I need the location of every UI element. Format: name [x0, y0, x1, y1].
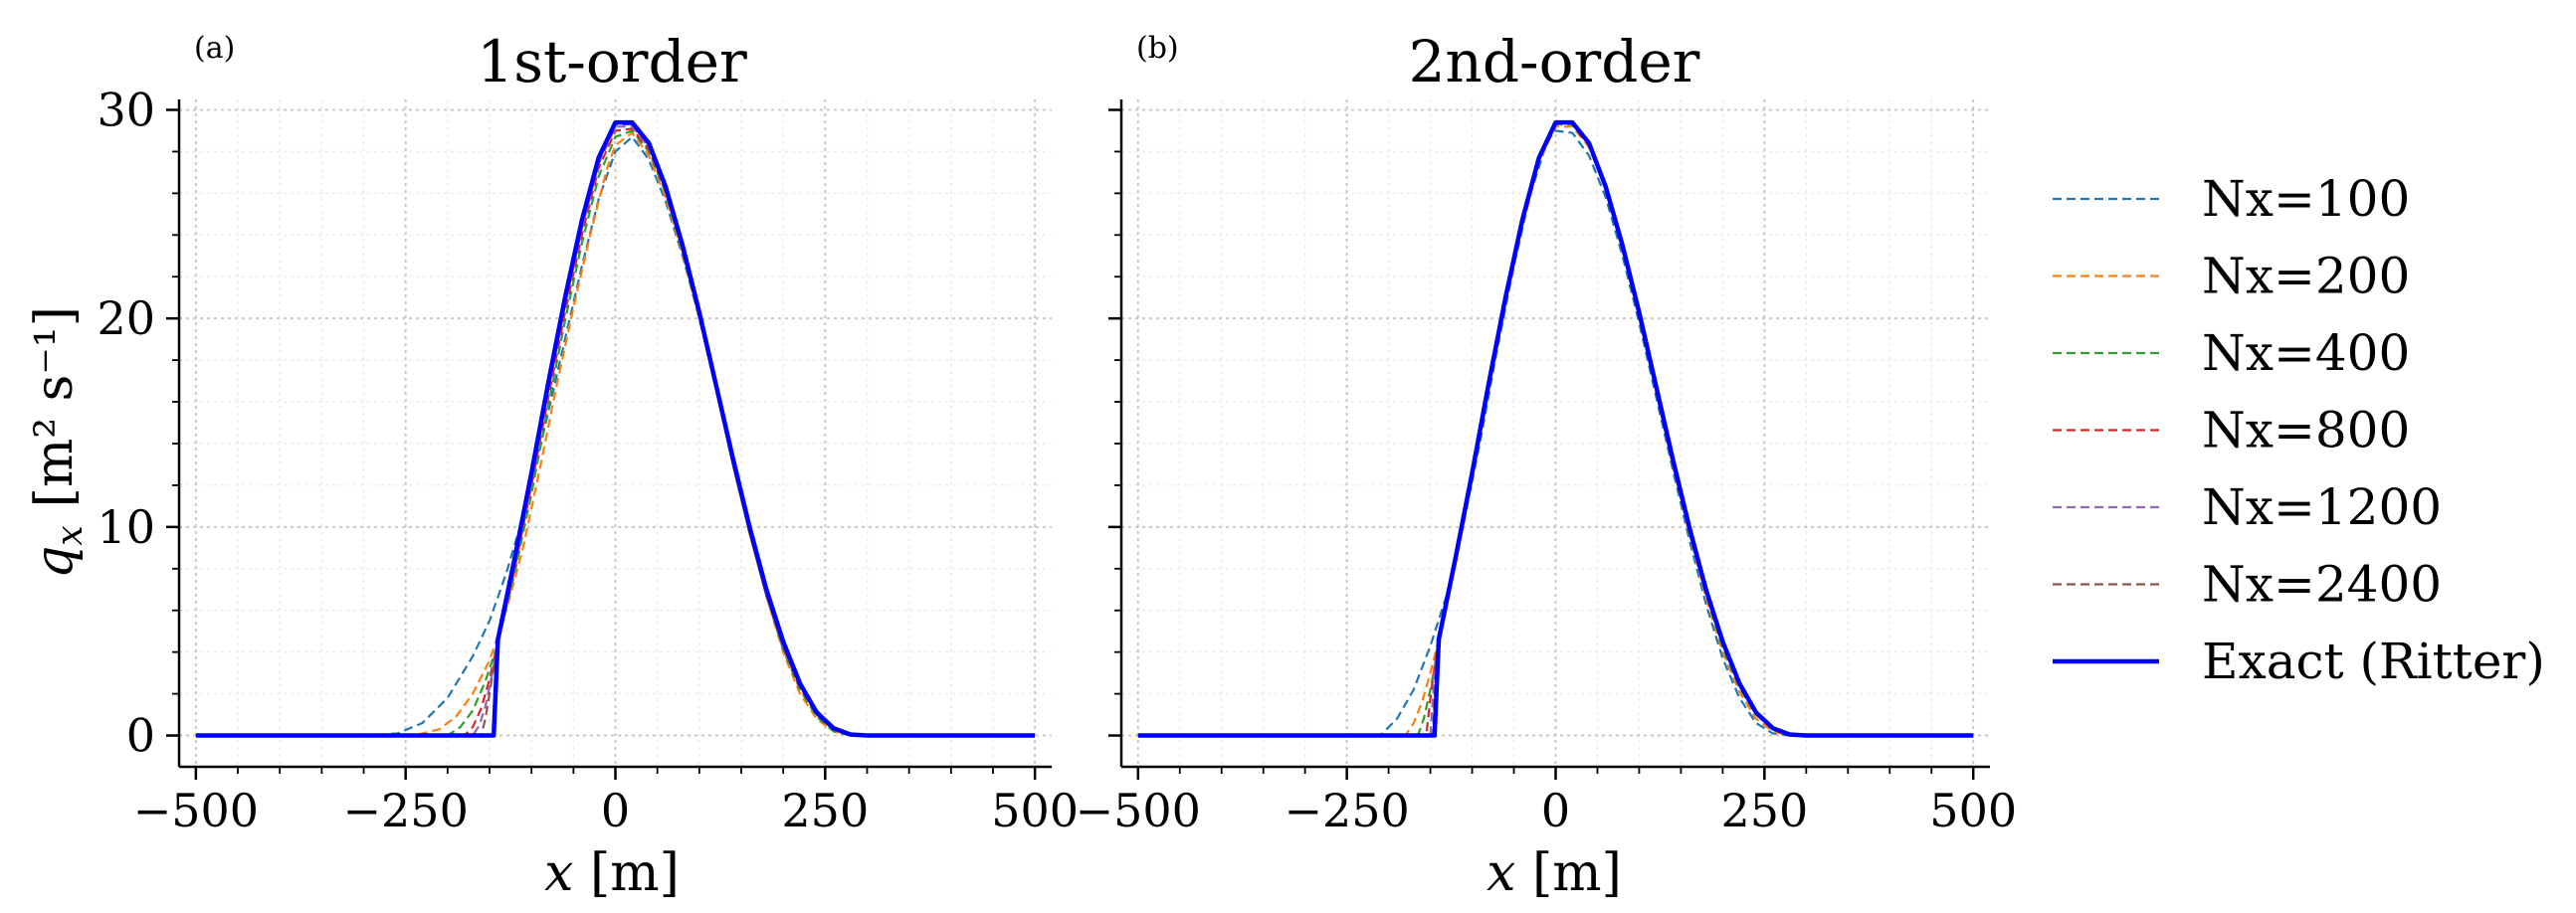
panel-b-x-ticks: −500 −250 0 250 500 [1076, 767, 2017, 837]
y-tick-label: 0 [126, 709, 155, 763]
legend-item: Nx=100 [2053, 170, 2410, 228]
panel-b-series [1137, 119, 1974, 738]
series-line-nx-100 [1137, 129, 1974, 737]
x-tick-label: −250 [343, 784, 469, 837]
legend-item: Nx=200 [2053, 248, 2410, 305]
panel-a: (a) 1st-order −500 −250 0 250 500 0 10 20 30 x … [25, 28, 1079, 903]
panel-b-xlabel: x [m] [1486, 843, 1622, 903]
panel-b-label: (b) [1136, 31, 1179, 66]
legend-label: Nx=400 [2202, 324, 2410, 382]
panel-a-ylabel-sub: x [50, 525, 91, 545]
panel-b-y-ticks [1108, 108, 1121, 737]
x-tick-label: −500 [133, 784, 259, 837]
legend-item: Nx=1200 [2053, 478, 2442, 536]
legend-label: Exact (Ritter) [2202, 633, 2545, 690]
panel-b-xlabel-var: x [1486, 843, 1515, 903]
panel-a-ylabel: qx [m² s⁻¹] [25, 306, 91, 579]
legend-label: Nx=2400 [2202, 556, 2442, 614]
y-tick-label: 10 [97, 500, 155, 554]
panel-a-xlabel-var: x [544, 843, 573, 903]
series-line-nx-200 [195, 131, 1036, 737]
legend-label: Nx=100 [2202, 170, 2410, 228]
panel-a-ylabel-unit: [m² s⁻¹] [25, 306, 85, 507]
x-tick-label: 0 [601, 784, 630, 837]
x-tick-label: 250 [781, 784, 869, 837]
legend-label: Nx=200 [2202, 248, 2410, 305]
series-line-exact-ritter [195, 119, 1036, 738]
panel-a-grid [179, 99, 1052, 767]
series-line-exact-ritter [1137, 119, 1974, 738]
panel-a-y-ticks: 0 10 20 30 [97, 83, 179, 763]
panel-a-label: (a) [194, 31, 235, 66]
legend-item: Nx=800 [2053, 402, 2410, 459]
x-tick-label: 500 [991, 784, 1079, 837]
panel-b: (b) 2nd-order −500 −250 0 250 500 x [m] [1076, 28, 2018, 903]
legend-label: Nx=1200 [2202, 478, 2442, 536]
panel-a-series [195, 119, 1036, 738]
y-tick-label: 30 [97, 83, 155, 136]
panel-a-ylabel-var: q [25, 546, 85, 579]
x-tick-label: 250 [1720, 784, 1808, 837]
panel-a-xlabel-unit: [m] [573, 843, 679, 903]
x-tick-label: 500 [1929, 784, 2017, 837]
legend-item: Nx=2400 [2053, 556, 2442, 614]
series-line-nx-200 [1137, 125, 1974, 737]
panel-a-xlabel: x [m] [544, 843, 680, 903]
legend-item: Exact (Ritter) [2053, 633, 2545, 690]
x-tick-label: −250 [1284, 784, 1409, 837]
panel-a-x-ticks: −500 −250 0 250 500 [133, 767, 1079, 837]
panel-b-grid [1121, 99, 1990, 767]
y-tick-label: 20 [97, 291, 155, 345]
panel-b-xlabel-unit: [m] [1515, 843, 1621, 903]
x-tick-label: −500 [1076, 784, 1201, 837]
legend-item: Nx=400 [2053, 324, 2410, 382]
legend-label: Nx=800 [2202, 402, 2410, 459]
legend: Nx=100 Nx=200 Nx=400 Nx=800 Nx=1200 Nx=2400 Ex… [2053, 170, 2545, 690]
x-tick-label: 0 [1541, 784, 1570, 837]
panel-a-title: 1st-order [477, 28, 747, 95]
panel-b-title: 2nd-order [1409, 28, 1700, 95]
